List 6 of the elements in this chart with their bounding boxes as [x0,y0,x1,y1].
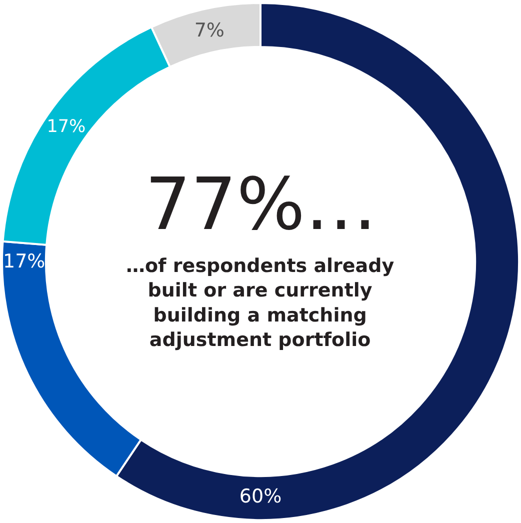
data-label: 7% [194,20,224,42]
text: …of respondents already built or are currently building a matching adjustment portfolio [126,255,395,352]
data-label: 60% [239,486,282,508]
text: 77%… [145,162,378,246]
data-label: 17% [46,117,86,138]
data-label: 17% [2,250,46,272]
